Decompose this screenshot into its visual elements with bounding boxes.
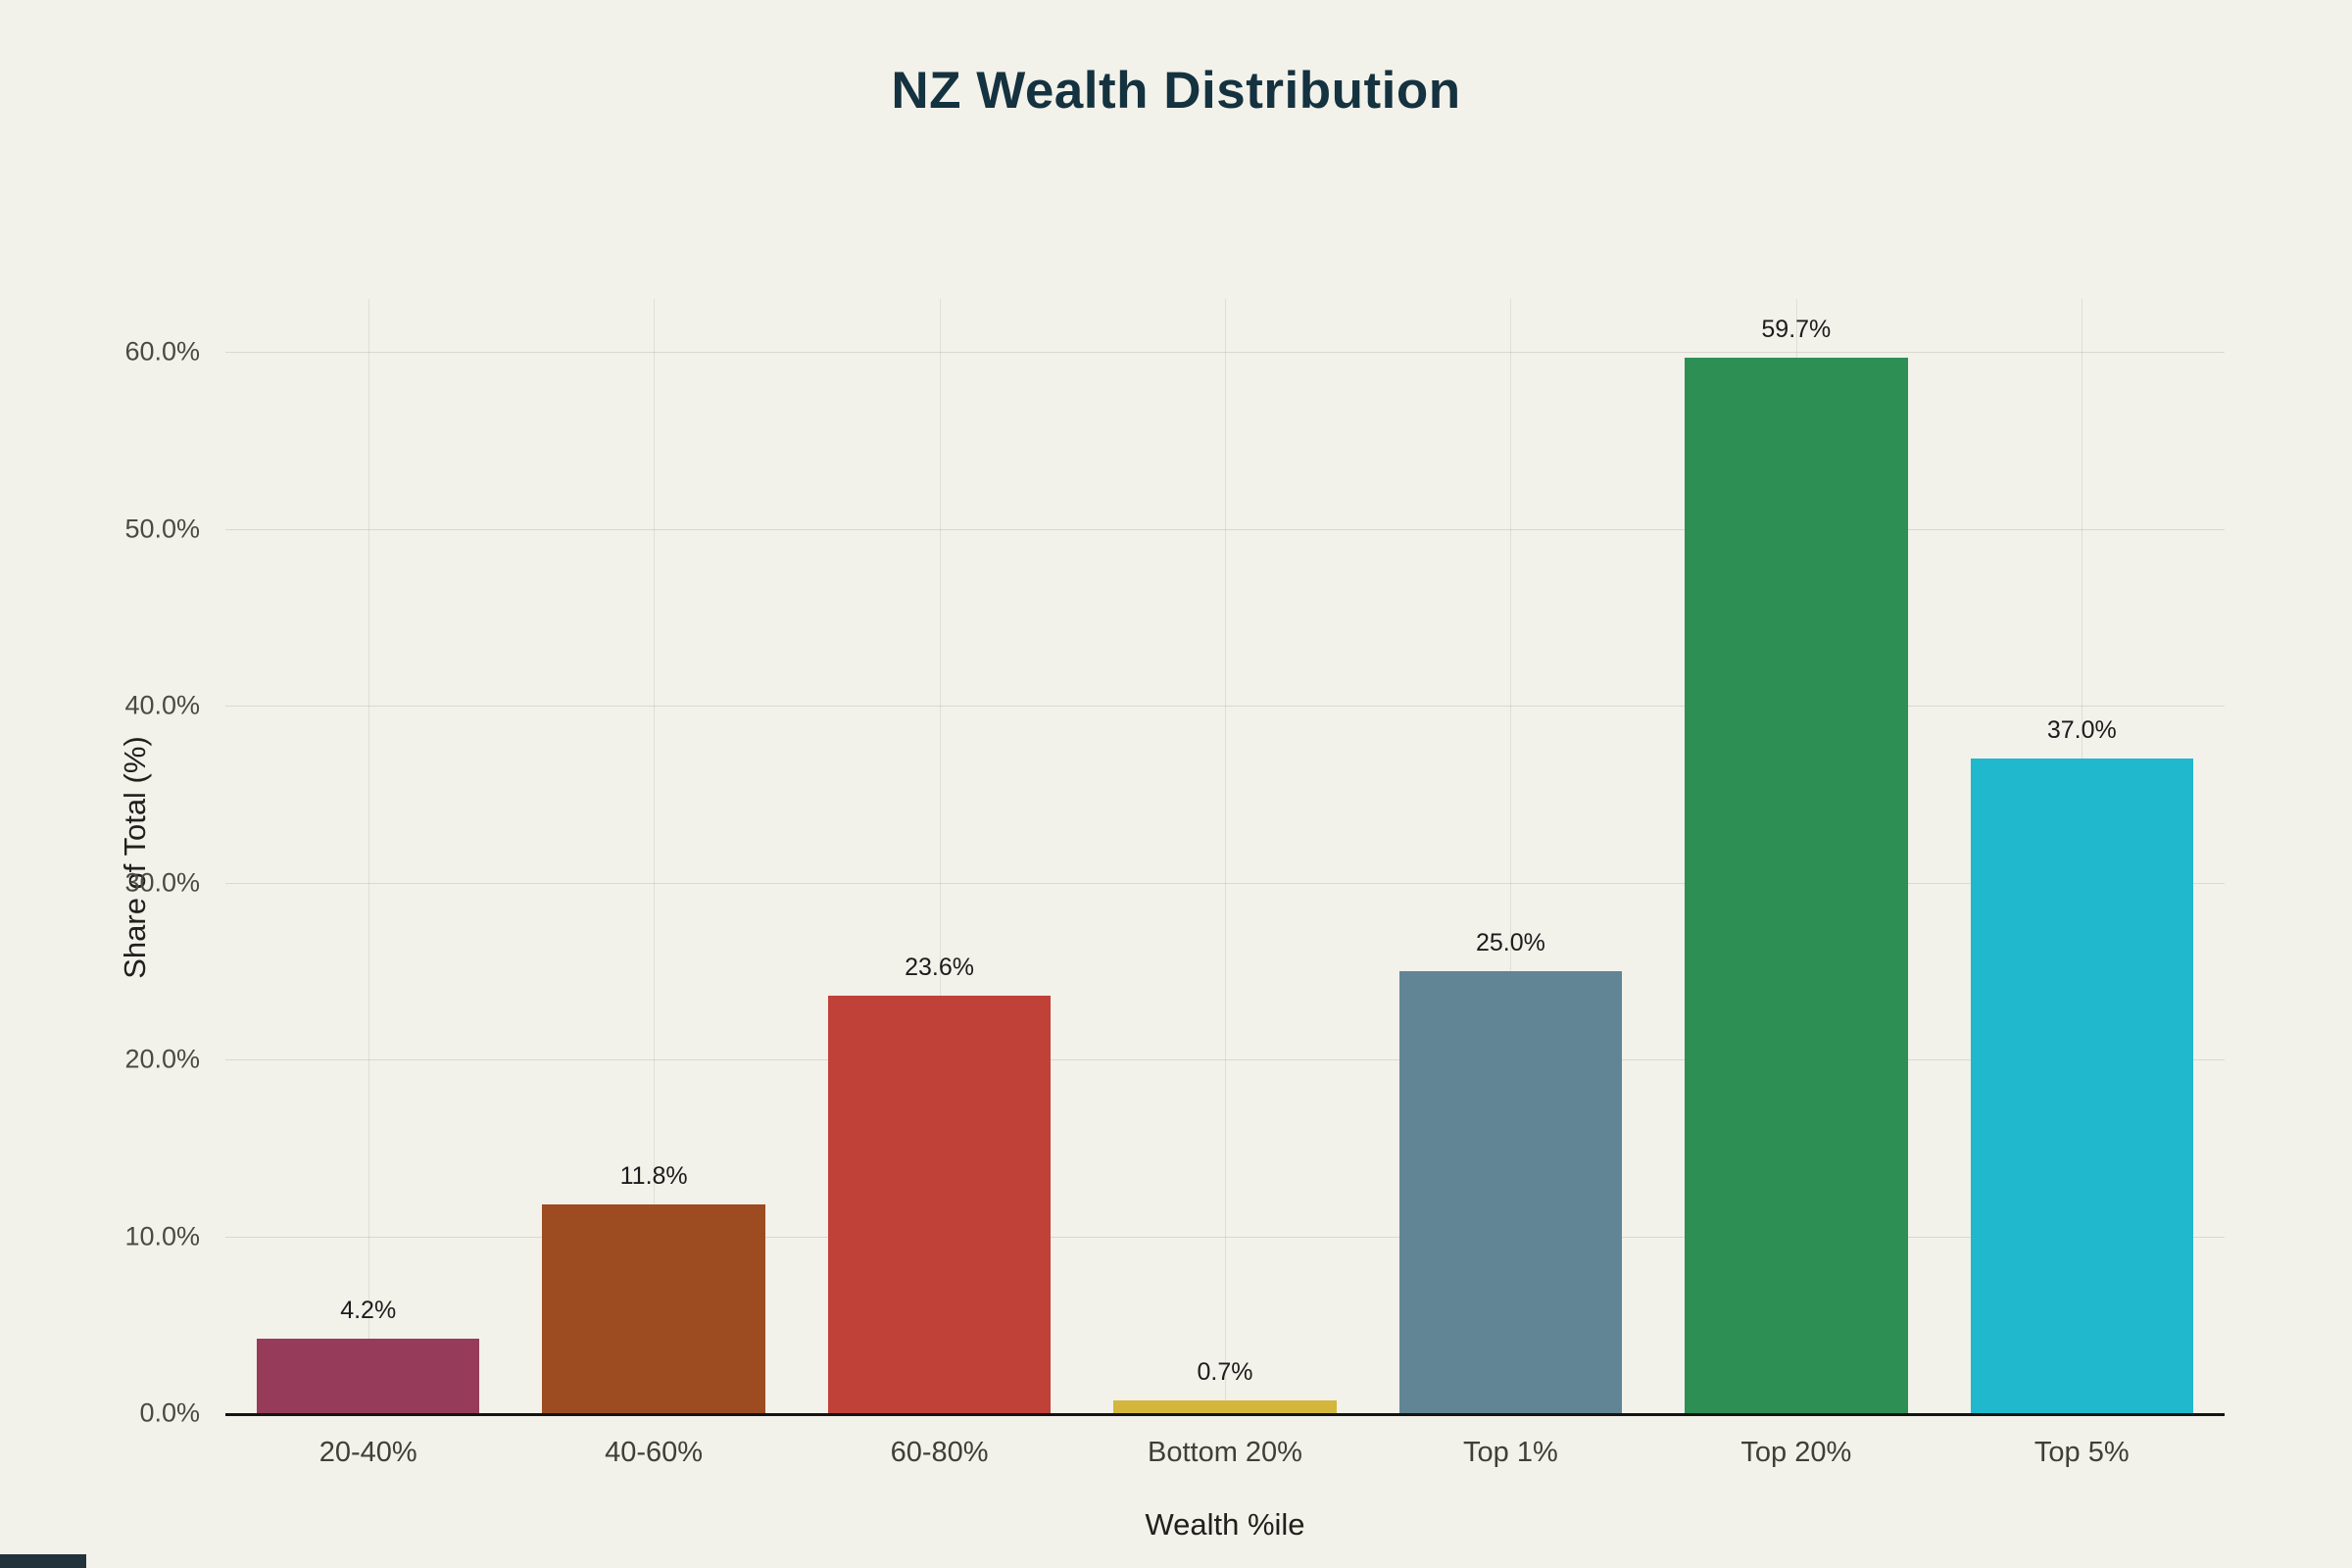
vertical-gridline — [368, 299, 369, 1413]
horizontal-gridline — [225, 882, 2225, 884]
y-tick-label: 10.0% — [124, 1221, 200, 1251]
bar-value-label: 59.7% — [1761, 315, 1832, 343]
chart-title: NZ Wealth Distribution — [891, 62, 1461, 120]
bar-value-label: 37.0% — [2046, 716, 2117, 745]
x-tick-label: 20-40% — [318, 1437, 417, 1468]
bar-60-80- — [827, 996, 1052, 1413]
y-tick-label: 60.0% — [124, 336, 200, 367]
vertical-gridline — [1225, 299, 1226, 1413]
bar-value-label: 23.6% — [905, 954, 974, 982]
horizontal-gridline — [225, 528, 2225, 530]
bar-value-label: 0.7% — [1197, 1358, 1253, 1387]
bar-bottom-20- — [1113, 1400, 1337, 1413]
y-tick-label: 0.0% — [139, 1397, 200, 1428]
x-tick-label: 60-80% — [890, 1437, 989, 1468]
x-tick-label: Top 5% — [2034, 1437, 2130, 1468]
plot-area: 0.0% 10.0% 20.0% 30.0% 40.0% 50.0% 60.0% 4.2% 20… — [124, 299, 2225, 1468]
x-tick-label: Top 20% — [1740, 1437, 1852, 1468]
y-tick-label: 50.0% — [124, 514, 200, 544]
bar-20-40- — [257, 1339, 480, 1413]
bar-top-20- — [1685, 357, 1908, 1413]
vertical-gridline — [1510, 299, 1512, 1413]
y-tick-label: 40.0% — [124, 690, 200, 720]
vertical-gridline — [654, 299, 656, 1413]
x-tick-label: Top 1% — [1463, 1437, 1558, 1468]
bar-top-5- — [1970, 759, 2193, 1413]
bar-value-label: 11.8% — [619, 1162, 688, 1191]
y-tick-label: 30.0% — [124, 867, 200, 898]
bottom-left-artifact — [0, 1554, 86, 1568]
horizontal-gridline — [225, 352, 2225, 354]
horizontal-gridline — [225, 1236, 2225, 1238]
bar-40-60- — [542, 1204, 765, 1413]
bar-value-label: 4.2% — [340, 1297, 397, 1325]
horizontal-gridline — [225, 1059, 2225, 1061]
bar-value-label: 25.0% — [1475, 928, 1545, 956]
x-tick-label: 40-60% — [605, 1437, 704, 1468]
x-axis-title: Wealth %ile — [1145, 1507, 1305, 1542]
bar-top-1- — [1398, 970, 1623, 1413]
vertical-gridline — [939, 299, 941, 1413]
y-tick-label: 20.0% — [124, 1044, 200, 1074]
horizontal-gridline — [225, 706, 2225, 708]
x-tick-label: Bottom 20% — [1148, 1437, 1302, 1468]
